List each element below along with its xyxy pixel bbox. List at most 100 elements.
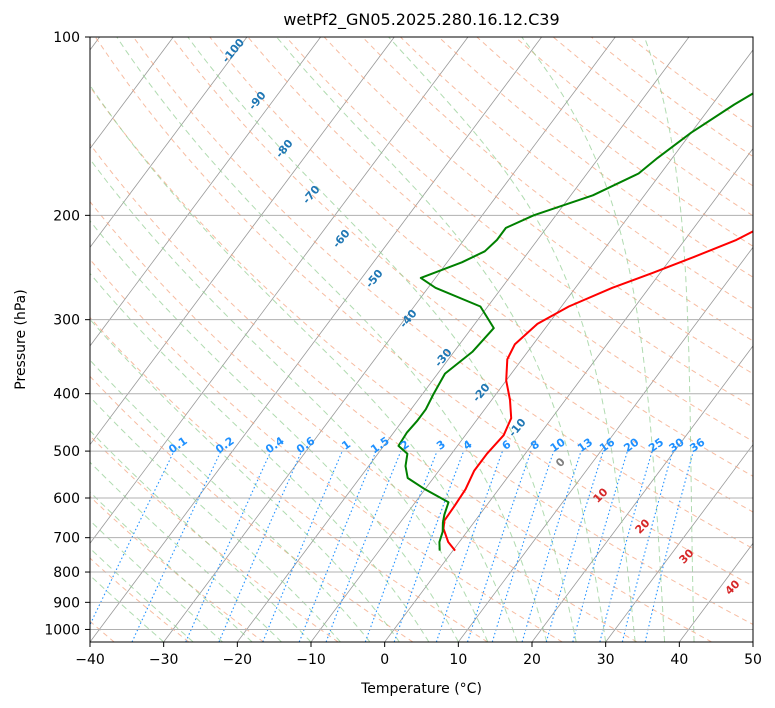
y-axis: 100 200 300 400 500 600 700 800 900 1000 [44, 30, 90, 638]
plot-frame [89, 36, 754, 643]
dry-adiabat-line [94, 37, 753, 587]
x-tick-label: −20 [223, 652, 253, 668]
isotherm-line [90, 37, 248, 248]
isotherm-line [90, 37, 469, 544]
background-lines [90, 37, 753, 642]
mixing-ratio-label: 8 [528, 438, 542, 453]
dry-adiabat-line [514, 37, 753, 217]
mixing-ratio-label: 6 [500, 438, 514, 453]
mixing-ratio-label: 25 [646, 436, 666, 455]
moist-adiabat-line [116, 37, 548, 642]
y-tick-label: 500 [53, 444, 80, 460]
dry-adiabat-label: -40 [397, 307, 420, 331]
isotherm-line [605, 443, 753, 642]
moist-adiabat-line [276, 37, 607, 642]
dry-adiabat-line [362, 37, 753, 342]
dry-adiabat-line [90, 375, 414, 642]
y-tick-label: 300 [53, 313, 80, 329]
isotherm-line [531, 345, 753, 642]
dry-adiabat-line [323, 37, 753, 375]
temperature-line [442, 230, 753, 552]
mixing-ratio-line [491, 450, 555, 642]
x-tick-label: −30 [149, 652, 179, 668]
dry-adiabat-line [90, 258, 563, 642]
isotherm-line [90, 37, 174, 150]
moist-adiabat-line [90, 461, 282, 642]
y-tick-label: 800 [53, 565, 80, 581]
x-tick-label: 10 [449, 652, 467, 668]
dry-adiabat-line [90, 316, 488, 642]
mixing-ratio-label: 13 [575, 436, 595, 455]
dry-adiabat-line [90, 143, 712, 642]
dry-adiabat-label: -70 [300, 183, 323, 207]
moist-adiabat-line [90, 519, 223, 642]
dry-adiabat-label: -30 [432, 346, 455, 370]
mixing-ratio-line [621, 450, 674, 642]
pressure-gridlines [90, 37, 753, 630]
x-axis-label: Temperature (°C) [360, 681, 482, 697]
mixing-ratio-line [131, 450, 222, 642]
moist-adiabat-line [643, 37, 695, 642]
dry-adiabat-line [90, 435, 339, 642]
moist-adiabat-line [90, 272, 430, 642]
isotherm-line [384, 147, 753, 642]
dry-adiabat-label: -60 [330, 227, 353, 251]
moist-adiabat-line [388, 37, 636, 642]
moist-adiabat-line [90, 429, 312, 642]
chart-title: wetPf2_GN05.2025.280.16.12.C39 [283, 10, 559, 30]
dry-adiabat-line [552, 37, 753, 187]
isotherm-line [90, 37, 542, 642]
dry-adiabat-label: -90 [246, 89, 269, 113]
dry-adiabat-line [90, 495, 264, 642]
moist-adiabat-label: 0 [553, 455, 568, 470]
sounding-series [397, 92, 753, 552]
mixing-ratio-label: 10 [548, 435, 568, 455]
moist-adiabat-line [90, 396, 341, 642]
mixing-ratio-line [218, 450, 303, 642]
mixing-ratio-label: 3 [434, 438, 448, 453]
dry-adiabat-label: -50 [363, 267, 386, 291]
y-tick-label: 100 [53, 30, 80, 46]
line-labels: -100-90-80-70-60-50-40-30-20-100.1 0.2 0.4… [166, 36, 742, 598]
dry-adiabat-label: -10 [506, 416, 529, 440]
dry-adiabat-line [132, 37, 753, 550]
mixing-ratio-line [644, 450, 694, 642]
moist-adiabat-line [90, 158, 489, 642]
moist-adiabat-line [90, 574, 165, 642]
x-tick-label: 0 [380, 652, 389, 668]
moist-adiabat-line [521, 37, 666, 642]
y-tick-label: 1000 [44, 622, 80, 638]
mixing-ratio-line [325, 450, 402, 642]
dry-adiabat-line [90, 85, 753, 625]
mixing-ratio-label: 1 [339, 438, 353, 453]
dry-adiabat-line [400, 37, 753, 310]
isotherm-line [90, 37, 321, 347]
dry-adiabat-line [171, 37, 753, 513]
dry-adiabat-line [438, 37, 753, 278]
x-tick-label: 20 [523, 652, 541, 668]
mixing-ratio-line [599, 450, 653, 642]
x-tick-label: 30 [597, 652, 615, 668]
mixing-ratio-line [185, 450, 272, 642]
isotherm-line [458, 246, 753, 642]
isotherm-line [752, 641, 753, 642]
mixing-ratio-line [435, 450, 504, 642]
mixing-ratio-line [90, 450, 175, 627]
moist-adiabat-line [187, 37, 577, 642]
mixing-ratio-label: 0.2 [213, 434, 236, 456]
moist-adiabat-label: 30 [677, 546, 697, 566]
x-axis: −40 −30 −20 −10 0 10 20 30 40 50 [75, 642, 762, 668]
isotherm-line [163, 37, 616, 642]
mixing-ratio-label: 0.4 [263, 434, 287, 456]
dry-adiabat-label: -100 [219, 36, 247, 66]
isotherm-line [90, 37, 395, 446]
dry-adiabat-line [285, 37, 753, 408]
moist-adiabat-line [90, 220, 459, 642]
mixing-ratio-label: 4 [461, 438, 475, 453]
isotherm-line [237, 37, 690, 642]
y-tick-label: 400 [53, 387, 80, 403]
dry-adiabat-line [209, 37, 753, 477]
x-tick-label: 50 [744, 652, 762, 668]
dewpoint-line [397, 92, 753, 551]
